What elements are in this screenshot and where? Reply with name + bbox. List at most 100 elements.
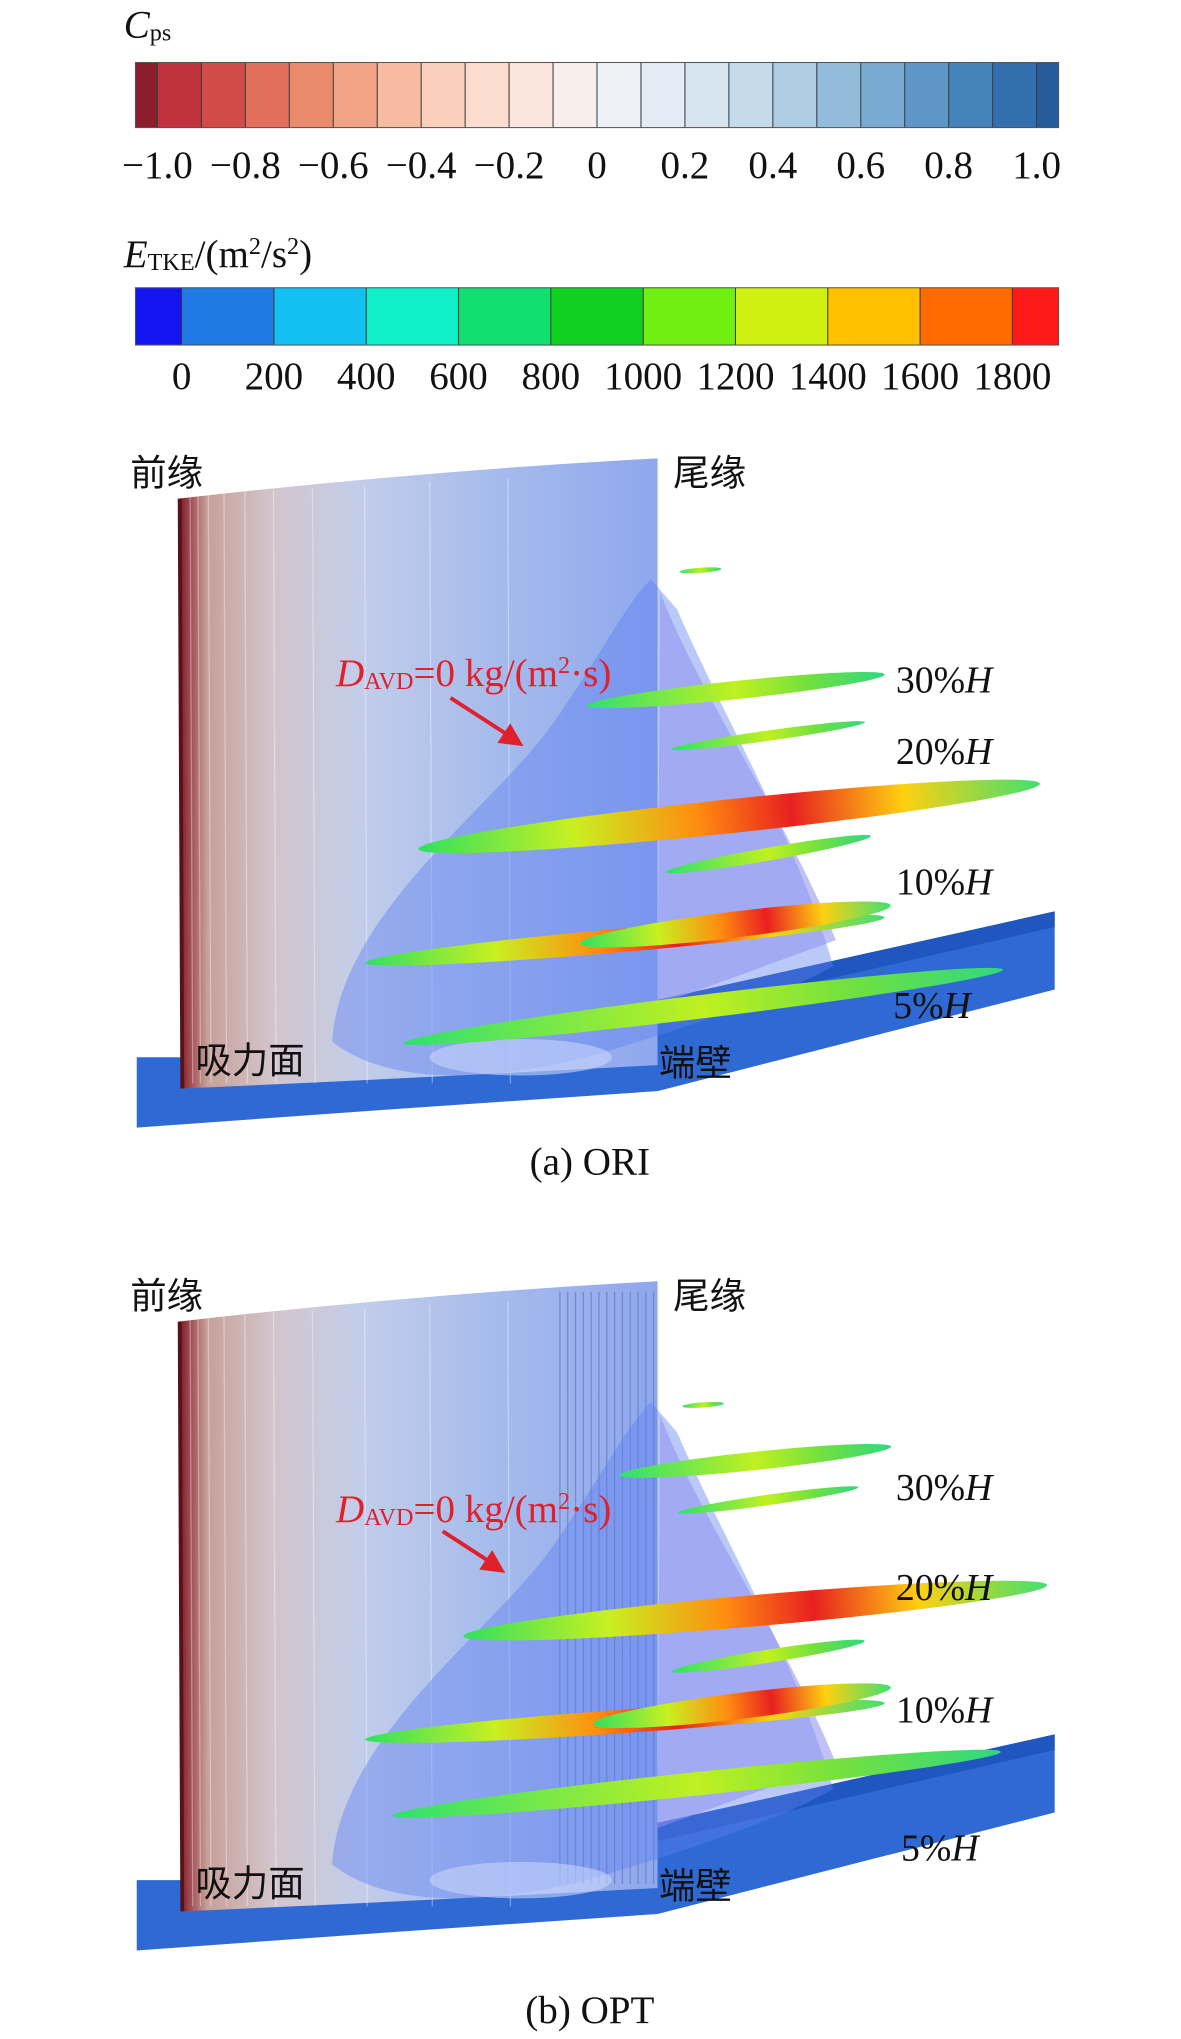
panel-caption: (b) OPT — [525, 1989, 654, 2032]
separation-foot — [429, 1039, 612, 1076]
contour-line — [363, 1308, 368, 1907]
contour-line — [197, 493, 202, 1084]
color-band — [643, 287, 736, 346]
colorbar-tick-label: 1800 — [973, 355, 1051, 398]
colorbar-tick-label: 1.0 — [1012, 144, 1061, 187]
leading-edge — [177, 1321, 185, 1912]
text-segment: C — [124, 4, 151, 47]
leading-edge-label: 前缘 — [130, 1275, 203, 1318]
text-segment: H — [964, 731, 994, 773]
text-segment: ·s) — [570, 1488, 611, 1531]
contour-line — [363, 485, 368, 1084]
text-segment: H — [964, 861, 994, 903]
text-segment: /s — [261, 233, 287, 276]
colorbar-tick-label: 0.8 — [924, 144, 973, 187]
color-band — [201, 62, 246, 128]
text-segment: 20% — [896, 1567, 965, 1609]
colorbar-tick-label: 0.4 — [748, 144, 797, 187]
text-segment: D — [335, 1488, 364, 1531]
arrow-shaft — [449, 696, 515, 740]
color-band — [816, 62, 861, 128]
text-segment: ) — [299, 233, 312, 276]
colorbar-tick-label: −0.6 — [298, 144, 369, 187]
color-band — [553, 62, 598, 128]
color-band — [509, 62, 554, 128]
tke-streak — [593, 1683, 891, 1729]
color-band — [366, 287, 459, 346]
text-segment: 2 — [287, 233, 299, 260]
text-segment: TKE — [148, 249, 195, 276]
colorbar-tick-label: 200 — [245, 355, 304, 398]
text-segment: =0 kg/(m — [413, 1488, 558, 1531]
tke-streak — [619, 1443, 892, 1478]
arrow-head — [479, 1550, 506, 1573]
text-segment: 5% — [893, 985, 943, 1027]
span-label: 5%H — [901, 1827, 980, 1869]
span-label: 30%H — [896, 659, 994, 701]
colorbar-tick-label: 400 — [337, 355, 396, 398]
rendering — [136, 458, 1055, 1128]
color-band — [273, 287, 367, 346]
text-segment: 2 — [558, 652, 570, 679]
text-segment: AVD — [364, 1504, 413, 1531]
contour-line — [272, 490, 277, 1084]
contour-line — [429, 482, 433, 1084]
colorbar-tick-label: 600 — [429, 355, 488, 398]
span-label: 20%H — [896, 731, 994, 773]
color-band — [772, 62, 817, 128]
colorbar-frame — [134, 287, 1060, 346]
annotation: DAVD=0 kg/(m2·s) — [335, 1488, 611, 1531]
text-segment: H — [964, 659, 994, 701]
tke-streak — [665, 834, 871, 874]
separation-foot — [429, 1861, 612, 1899]
color-band — [827, 287, 921, 346]
color-band — [458, 287, 551, 346]
tke-streak — [671, 1639, 865, 1673]
tke-streak — [682, 1401, 724, 1408]
text-segment: 20% — [896, 731, 965, 773]
tke-streak — [392, 1749, 1001, 1818]
contour-line — [311, 1310, 316, 1907]
text-segment: ps — [150, 20, 172, 47]
colorbar-tick-label: 0.6 — [836, 144, 885, 187]
colorbar-tick-label: −0.4 — [386, 144, 457, 187]
trailing-edge-label: 尾缘 — [673, 452, 746, 495]
colorbar-tick-label: 1600 — [881, 355, 959, 398]
tke-streak — [586, 671, 885, 709]
suction-surface-label: 吸力面 — [195, 1039, 304, 1082]
color-band — [948, 62, 993, 128]
color-band — [135, 62, 158, 128]
span-label: 30%H — [896, 1466, 994, 1508]
color-band — [465, 62, 510, 128]
color-band — [157, 62, 202, 128]
colorbar-title: Cps — [124, 4, 172, 47]
text-segment: D — [335, 652, 364, 695]
text-segment: =0 kg/(m — [413, 652, 558, 695]
color-band — [992, 62, 1037, 128]
color-band — [728, 62, 773, 128]
endwall-label: 端壁 — [659, 1042, 732, 1085]
text-segment: 5% — [901, 1827, 951, 1869]
contour-line — [197, 1316, 202, 1907]
tke-streak — [463, 1580, 1048, 1641]
contour-line — [272, 1312, 277, 1907]
color-band — [860, 62, 905, 128]
contour-line — [311, 488, 316, 1084]
color-band — [1036, 62, 1059, 128]
trailing-edge-label: 尾缘 — [673, 1275, 746, 1318]
text-segment: H — [964, 1689, 994, 1731]
color-band — [550, 287, 644, 346]
text-segment: 10% — [896, 1689, 965, 1731]
contour-line — [244, 491, 249, 1084]
color-band — [735, 287, 828, 346]
panel-caption: (a) ORI — [530, 1140, 650, 1183]
color-band — [245, 62, 290, 128]
colorbar-tick-label: −0.2 — [474, 144, 545, 187]
suction-surface-label: 吸力面 — [195, 1862, 304, 1905]
span-label: 10%H — [896, 1689, 994, 1731]
contour-line — [223, 492, 228, 1084]
color-band — [684, 62, 729, 128]
color-band — [135, 287, 182, 346]
contour-line — [207, 493, 212, 1084]
